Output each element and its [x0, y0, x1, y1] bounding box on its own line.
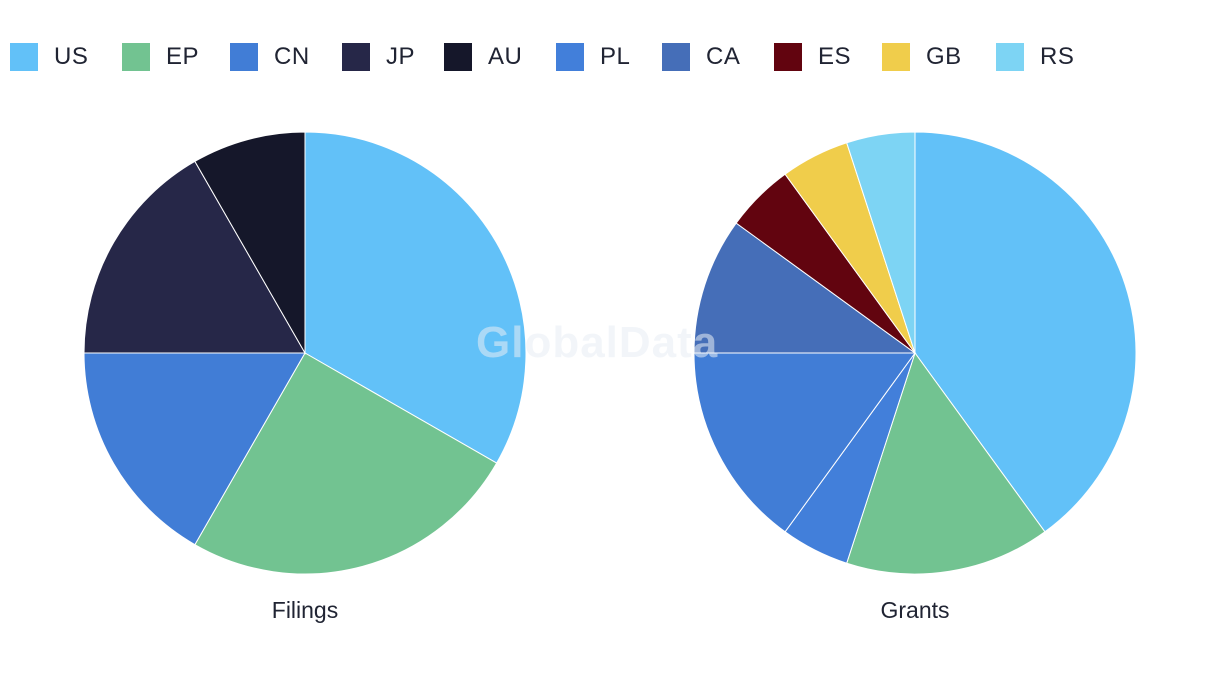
legend-swatch-au	[444, 43, 472, 71]
legend-label-gb: GB	[926, 43, 962, 70]
legend-swatch-ca	[662, 43, 690, 71]
legend-item-cn[interactable]: CN	[230, 40, 310, 74]
legend-swatch-cn	[230, 43, 258, 71]
pie-slice-us[interactable]	[914, 131, 1137, 533]
legend-swatch-jp	[342, 43, 370, 71]
chart-title-filings: Filings	[272, 597, 338, 623]
legend-swatch-ep	[122, 43, 150, 71]
legend-label-us: US	[54, 43, 89, 70]
pie-slice-au[interactable]	[194, 131, 306, 355]
legend: US EP CN JP AU PL CA ES GB RS	[10, 40, 1210, 74]
legend-item-jp[interactable]: JP	[342, 40, 415, 74]
legend-label-rs: RS	[1040, 43, 1075, 70]
legend-swatch-es	[774, 43, 802, 71]
pie-slice-cn[interactable]	[83, 352, 306, 546]
pie-chart-filings	[83, 131, 527, 575]
legend-item-pl[interactable]: PL	[556, 40, 630, 74]
legend-label-au: AU	[488, 43, 523, 70]
pie-chart-grants	[693, 131, 1137, 575]
legend-label-ep: EP	[166, 43, 200, 70]
legend-swatch-pl	[556, 43, 584, 71]
pie-slice-ep[interactable]	[194, 352, 498, 575]
legend-item-es[interactable]: ES	[774, 40, 851, 74]
pie-slice-ca[interactable]	[693, 222, 917, 354]
pie-slice-us[interactable]	[304, 131, 527, 464]
pie-slice-cn[interactable]	[693, 352, 916, 533]
legend-label-ca: CA	[706, 43, 741, 70]
pie-slice-ep[interactable]	[846, 351, 1046, 575]
legend-label-pl: PL	[600, 43, 631, 70]
legend-item-us[interactable]: US	[10, 40, 88, 74]
legend-swatch-rs	[996, 43, 1024, 71]
legend-item-ca[interactable]: CA	[662, 40, 740, 74]
pie-slice-rs[interactable]	[846, 131, 916, 354]
legend-item-gb[interactable]: GB	[882, 40, 962, 74]
legend-item-rs[interactable]: RS	[996, 40, 1074, 74]
legend-item-au[interactable]: AU	[444, 40, 522, 74]
legend-label-jp: JP	[386, 43, 416, 70]
legend-label-es: ES	[818, 43, 852, 70]
pie-slice-jp[interactable]	[83, 160, 306, 354]
legend-swatch-us	[10, 43, 38, 71]
legend-item-ep[interactable]: EP	[122, 40, 199, 74]
legend-label-cn: CN	[274, 43, 310, 70]
chart-title-grants: Grants	[880, 597, 949, 623]
legend-swatch-gb	[882, 43, 910, 71]
